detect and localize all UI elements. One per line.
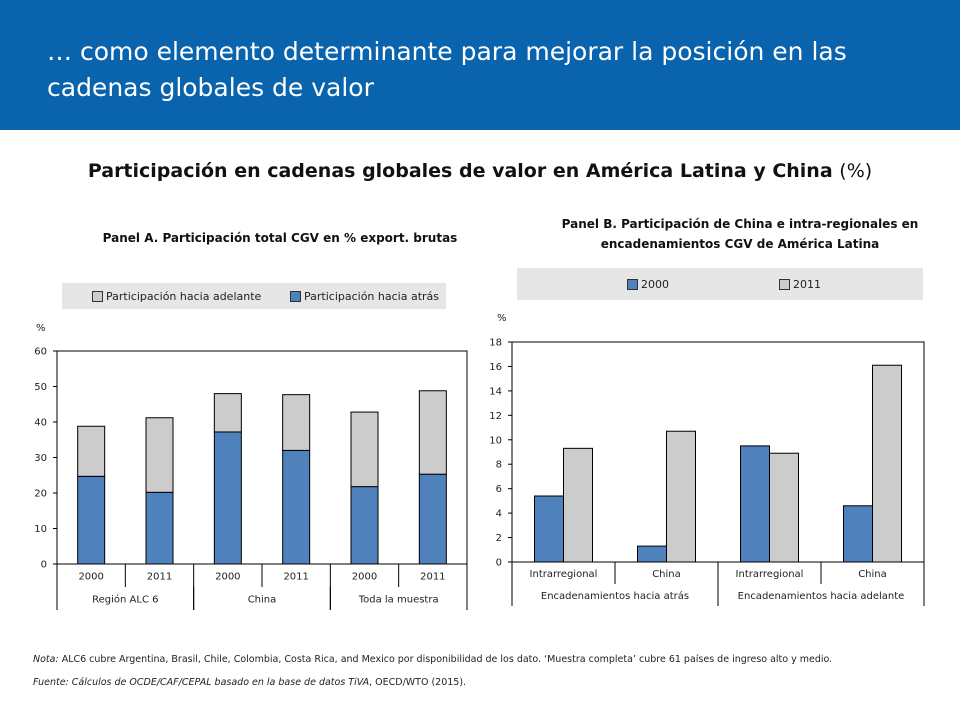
y-tick-label: 10: [489, 435, 502, 446]
y-tick-label: 18: [489, 338, 502, 349]
panel-b-title: Panel B. Participación de China e intra-…: [561, 217, 919, 251]
legend-swatch-blue: [627, 278, 638, 290]
y-tick-label: 30: [34, 453, 47, 464]
group-label: China: [248, 595, 277, 606]
y-tick-label: 6: [496, 484, 502, 495]
legend-item-2011: 2011: [779, 268, 821, 300]
note-text: ALC6 cubre Argentina, Brasil, Chile, Col…: [58, 654, 833, 665]
source-line: Fuente: Cálculos de OCDE/CAF/CEPAL basad…: [33, 677, 466, 688]
legend-item-forward: Participación hacia adelante: [92, 283, 261, 309]
bar: [637, 545, 667, 563]
note-line: Nota: ALC6 cubre Argentina, Brasil, Chil…: [33, 654, 832, 665]
legend-swatch-gray: [92, 290, 103, 302]
panel-a-unit: %: [36, 323, 46, 334]
x-tick-label: 2011: [283, 572, 308, 583]
bar: [213, 431, 242, 565]
group-label: Toda la muestra: [358, 595, 439, 606]
panel-b-legend: 2000 2011: [517, 268, 923, 300]
y-tick-label: 0: [496, 558, 502, 569]
panel-a-chart: 0 10 20 30 40 50 60 2000 2011 2000 2011 2000 2011 Reg…: [34, 347, 468, 610]
x-tick-label: 2000: [352, 572, 377, 583]
bar: [77, 475, 106, 565]
y-tick-label: 10: [34, 524, 47, 535]
main-title-unit: (%): [839, 160, 873, 182]
x-tick-label: China: [858, 569, 887, 580]
bar: [350, 411, 379, 488]
group-label: Encadenamientos hacia atrás: [541, 590, 689, 602]
main-title-text: Participación en cadenas globales de val…: [87, 160, 833, 182]
bar: [534, 495, 564, 563]
source-text: Fuente: Cálculos de OCDE/CAF/CEPAL basad…: [33, 677, 370, 688]
main-chart-title: Participación en cadenas globales de val…: [0, 160, 960, 182]
bar: [145, 491, 174, 565]
bar: [872, 364, 902, 563]
legend-label-2011: 2011: [793, 277, 821, 291]
y-tick-label: 16: [489, 362, 502, 373]
y-tick-label: 14: [489, 386, 502, 397]
bar: [145, 417, 174, 493]
bar: [418, 390, 447, 475]
note-label: Nota:: [33, 654, 59, 665]
y-tick-label: 60: [34, 347, 47, 358]
group-label: Encadenamientos hacia adelante: [738, 591, 905, 602]
bar: [213, 393, 242, 433]
y-tick-label: 50: [34, 382, 47, 393]
x-tick-label: 2011: [420, 572, 445, 583]
bar: [740, 445, 770, 563]
y-tick-label: 2: [496, 533, 502, 544]
bar: [77, 425, 106, 477]
legend-label-2000: 2000: [641, 277, 669, 291]
panel-b-unit: %: [497, 313, 507, 324]
group-label: Región ALC 6: [92, 594, 158, 606]
legend-item-backward: Participación hacia atrás: [290, 283, 439, 309]
x-tick-label: Intrarregional: [736, 569, 804, 580]
bar: [666, 430, 696, 563]
legend-item-2000: 2000: [627, 268, 669, 300]
legend-swatch-blue: [290, 290, 301, 302]
panel-a-legend: Participación hacia adelante Participaci…: [62, 283, 446, 309]
x-tick-label: 2000: [215, 572, 240, 583]
y-tick-label: 0: [41, 560, 47, 571]
legend-label-backward: Participación hacia atrás: [304, 289, 440, 303]
x-tick-label: China: [652, 569, 681, 580]
y-tick-label: 40: [34, 418, 47, 429]
y-tick-label: 8: [496, 460, 502, 471]
y-tick-label: 4: [496, 509, 502, 520]
panel-b-chart: 0 2 4 6 8 10 12 14 16 18 Intrarregional China Intrar…: [489, 338, 925, 606]
legend-swatch-gray: [779, 278, 790, 290]
x-tick-label: Intrarregional: [530, 569, 598, 580]
source-tail: , OECD/WTO (2015).: [369, 677, 467, 688]
plot-area: [56, 350, 468, 565]
x-tick-label: 2011: [147, 572, 172, 583]
panel-a-title: Panel A. Participación total CGV en % ex…: [102, 231, 458, 245]
bar: [282, 394, 311, 451]
bar: [282, 449, 311, 565]
y-tick-label: 20: [34, 489, 47, 500]
bar: [769, 452, 799, 563]
bar: [418, 473, 447, 565]
legend-label-forward: Participación hacia adelante: [106, 289, 262, 303]
bar: [563, 447, 593, 563]
slide-title: … como elemento determinante para mejora…: [47, 37, 847, 102]
bar: [350, 486, 379, 565]
x-tick-label: 2000: [78, 572, 103, 583]
bar: [843, 505, 873, 563]
header-bar: … como elemento determinante para mejora…: [0, 0, 960, 130]
y-tick-label: 12: [489, 411, 502, 422]
